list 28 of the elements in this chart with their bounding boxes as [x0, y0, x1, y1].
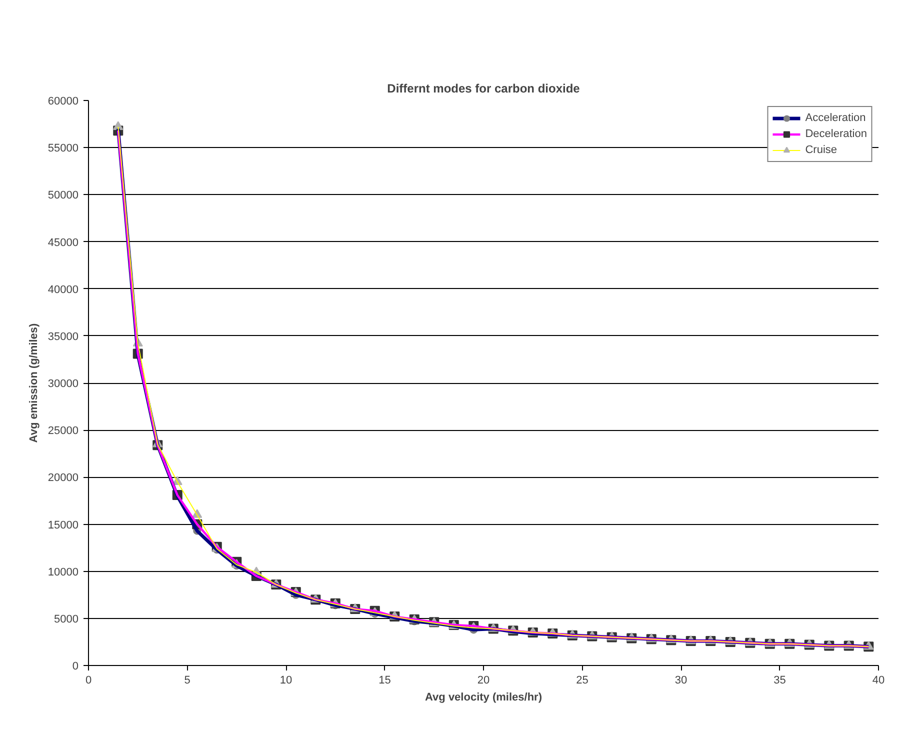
x-tick-label: 15 — [378, 674, 391, 686]
legend-label: Deceleration — [805, 127, 867, 141]
y-tick-label: 5000 — [54, 613, 79, 626]
y-tick-label: 35000 — [48, 330, 79, 343]
x-tick-label: 0 — [85, 674, 92, 686]
y-tick-label: 60000 — [48, 96, 79, 108]
legend-label: Acceleration — [805, 111, 866, 125]
x-tick-label: 30 — [674, 674, 688, 686]
y-tick-label: 25000 — [48, 425, 79, 438]
legend-label: Cruise — [805, 143, 838, 157]
y-tick-label: 55000 — [48, 142, 79, 155]
x-tick-label: 40 — [872, 674, 885, 686]
y-tick-label: 50000 — [48, 190, 79, 202]
y-axis-title: Avg emission (g/miles) — [28, 322, 40, 443]
y-tick-label: 40000 — [48, 284, 79, 296]
y-tick-label: 15000 — [48, 519, 79, 532]
x-tick-label: 5 — [184, 674, 190, 686]
y-tick-label: 30000 — [48, 378, 79, 390]
x-tick-label: 35 — [774, 674, 786, 686]
x-tick-label: 20 — [477, 674, 490, 686]
y-tick-label: 0 — [72, 660, 79, 672]
y-tick-label: 20000 — [48, 472, 79, 484]
chart-title: Differnt modes for carbon dioxide — [387, 82, 580, 96]
x-axis-title: Avg velocity (miles/hr) — [425, 692, 542, 704]
y-tick-label: 45000 — [48, 236, 79, 249]
x-tick-label: 25 — [576, 674, 588, 686]
y-tick-label: 10000 — [48, 566, 79, 578]
x-tick-label: 10 — [280, 674, 292, 686]
